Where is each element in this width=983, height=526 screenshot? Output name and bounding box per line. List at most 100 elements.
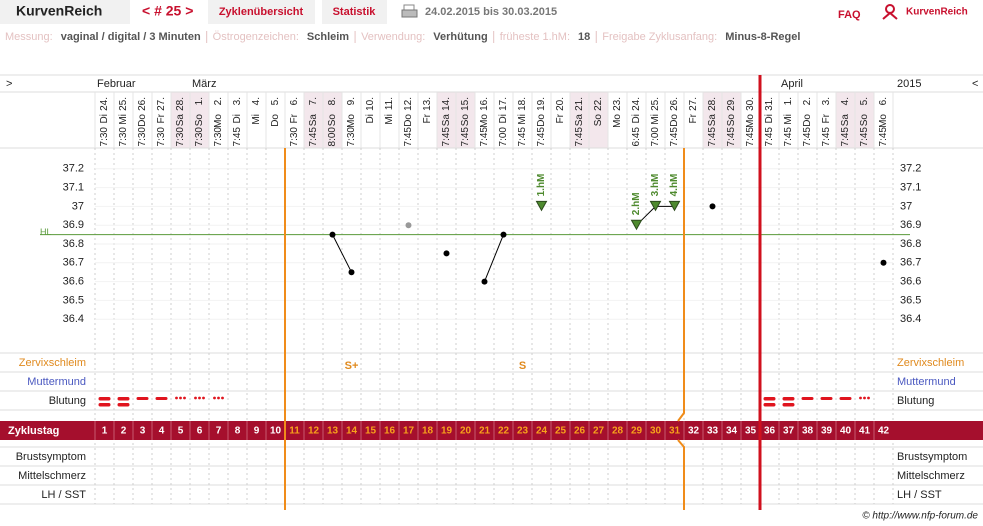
cycle-day: 37 <box>783 426 795 437</box>
weekday-label: So <box>194 114 205 127</box>
temperature-point <box>481 278 488 285</box>
bleeding-mark <box>820 397 833 400</box>
weekday-label: Do <box>403 114 414 127</box>
day-label: 16. <box>479 97 490 111</box>
weekday-label: So <box>726 114 737 127</box>
day-label: 1. <box>194 97 205 105</box>
tab[interactable] <box>208 0 315 24</box>
date-range: 24.02.2015 bis 30.03.2015 <box>425 6 557 18</box>
time-label: 7:00 <box>498 127 509 147</box>
time-label: 7:45 <box>707 127 718 147</box>
temperature-point <box>405 222 412 229</box>
temperature-point <box>443 250 450 257</box>
time-label: 7:30 <box>175 127 186 147</box>
logo-text[interactable]: KurvenReich <box>906 7 968 18</box>
bleeding-dot <box>198 396 201 400</box>
logo-icon-body <box>882 11 898 20</box>
time-label: 7:45 <box>783 127 794 147</box>
bleeding-dash <box>763 403 776 407</box>
hm-label: 2.hM <box>631 192 642 215</box>
cycle-day: 27 <box>593 426 605 437</box>
bleeding-dash <box>117 397 130 401</box>
day-label: 26. <box>669 97 680 111</box>
day-label: 10. <box>365 97 376 111</box>
weekday-label: Di <box>631 114 642 123</box>
cycle-day: 41 <box>859 426 871 437</box>
nav-button[interactable]: > <box>6 78 12 90</box>
bleeding-mark <box>213 396 224 400</box>
y-tick-label: 36.5 <box>63 294 84 306</box>
day-label: 2. <box>802 97 813 105</box>
row-label: Brustsymptom <box>16 451 86 463</box>
cycle-day: 42 <box>878 426 890 437</box>
day-label: 11. <box>384 97 395 110</box>
y-tick-label: 36.7 <box>63 257 84 269</box>
cycle-day: 5 <box>178 426 184 437</box>
day-label: 19. <box>536 97 547 111</box>
time-label: 8:00 <box>327 127 338 147</box>
weekday-label: Di <box>232 114 243 123</box>
y-tick-label: 36.4 <box>900 313 921 325</box>
print-icon[interactable] <box>401 4 418 18</box>
day-label: 21. <box>574 97 585 111</box>
bleeding-mark <box>117 397 130 407</box>
weekend-shade <box>323 92 342 148</box>
app-name[interactable]: KurvenReich <box>16 3 102 19</box>
faq-link[interactable]: FAQ <box>838 9 861 21</box>
bleeding-dot <box>202 396 205 400</box>
weekend-shade <box>437 92 456 148</box>
day-label: 5. <box>859 97 870 105</box>
cycle-nav[interactable]: < # 25 > <box>142 3 193 19</box>
weekday-label: Sa <box>707 114 718 127</box>
bleeding-dot <box>175 396 178 400</box>
bleeding-dash <box>155 397 168 400</box>
weekend-shade <box>190 92 209 148</box>
hm-label: 1.hM <box>536 174 547 197</box>
day-label: 31. <box>764 97 775 111</box>
tab-label[interactable]: Zyklenübersicht <box>219 6 304 18</box>
day-label: 6. <box>289 97 300 105</box>
bleeding-dot <box>183 396 186 400</box>
logo-icon <box>882 4 898 20</box>
nav-button[interactable]: < <box>972 78 978 90</box>
hm-label: 3.hM <box>650 174 661 197</box>
day-label: 4. <box>840 97 851 105</box>
weekend-shade <box>456 92 475 148</box>
bleeding-mark <box>839 397 852 400</box>
y-tick-label: 37 <box>72 200 84 212</box>
cycle-day: 33 <box>707 426 719 437</box>
bleeding-mark <box>194 396 205 400</box>
time-label: 7:45 <box>460 127 471 147</box>
time-label: 7:30 <box>194 127 205 147</box>
day-label: 27. <box>688 97 699 111</box>
y-tick-label: 37 <box>900 200 912 212</box>
cycle-day: 16 <box>384 426 396 437</box>
weekday-label: Do <box>669 114 680 127</box>
info-value: vaginal / digital / 3 Minuten <box>61 31 201 43</box>
cycle-day: 35 <box>745 426 757 437</box>
year-label: 2015 <box>897 78 921 90</box>
tab-label[interactable]: Statistik <box>333 6 377 18</box>
time-label: 7:30 <box>118 127 129 147</box>
row-label: Muttermund <box>897 376 956 388</box>
info-value: Verhütung <box>433 31 487 43</box>
cycle-day: 23 <box>517 426 529 437</box>
y-tick-label: 36.8 <box>63 238 84 250</box>
brand-tab[interactable] <box>0 0 130 24</box>
weekday-label: So <box>593 114 604 127</box>
weekday-label: Sa <box>308 114 319 127</box>
day-label: 25. <box>118 97 129 111</box>
weekday-label: Mi <box>517 114 528 125</box>
tab[interactable] <box>322 0 387 24</box>
row-label: Brustsymptom <box>897 451 967 463</box>
weekend-shade <box>171 92 190 148</box>
day-label: 7. <box>308 97 319 105</box>
time-label: 7:45 <box>308 127 319 147</box>
day-label: 24. <box>631 97 642 111</box>
y-tick-label: 36.5 <box>900 294 921 306</box>
weekend-shade <box>570 92 589 148</box>
info-value: Schleim <box>307 31 349 43</box>
day-label: 25. <box>650 97 661 111</box>
weekday-label: Do <box>536 114 547 127</box>
time-label: 7:45 <box>536 127 547 147</box>
